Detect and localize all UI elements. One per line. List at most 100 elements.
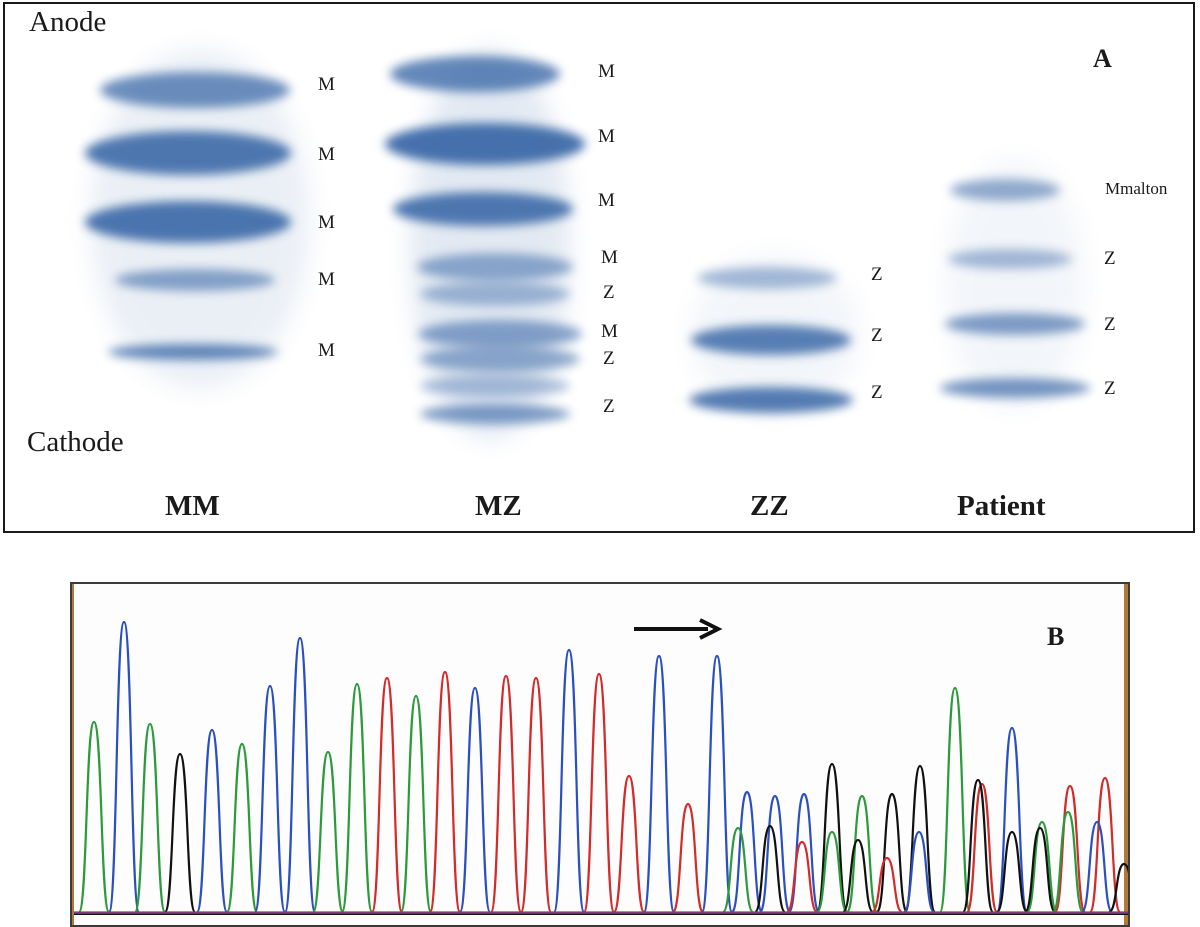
- band-label: Z: [1104, 248, 1116, 269]
- cathode-label: Cathode: [27, 426, 124, 458]
- gel-image: [85, 49, 1090, 439]
- lane-label-mm: MM: [165, 490, 220, 522]
- gel-band: [697, 267, 837, 289]
- band-label: Z: [871, 382, 883, 403]
- trace-peak: [428, 670, 462, 914]
- trace-peak: [815, 830, 849, 914]
- trace-peak: [612, 774, 646, 914]
- gel-band: [108, 344, 278, 360]
- trace-peak: [721, 826, 755, 914]
- band-label: M: [318, 340, 335, 361]
- gel-band: [420, 346, 580, 372]
- panel-b-label: B: [1047, 622, 1065, 651]
- trace-peak: [700, 654, 734, 914]
- band-label: Z: [603, 348, 615, 369]
- gel-band: [418, 320, 582, 348]
- trace-peak: [642, 654, 676, 914]
- trace-peak: [758, 794, 792, 914]
- trace-peak: [1080, 820, 1114, 914]
- gel-band: [85, 131, 291, 175]
- gel-band: [85, 201, 291, 243]
- band-label: Z: [871, 264, 883, 285]
- band-label: Z: [1104, 378, 1116, 399]
- trace-peak: [995, 830, 1029, 914]
- gel-band: [691, 325, 851, 355]
- gel-band: [420, 375, 570, 397]
- trace-peak: [1023, 826, 1057, 914]
- gel-band: [940, 378, 1090, 398]
- trace-peak: [133, 722, 167, 914]
- trace-peak: [1088, 776, 1122, 914]
- trace-peak: [489, 674, 523, 914]
- trace-peak: [253, 684, 287, 914]
- band-label: Z: [871, 325, 883, 346]
- trace-peak: [1108, 862, 1128, 914]
- trace-peak: [1051, 810, 1085, 914]
- trace-peak: [965, 782, 999, 914]
- chromatogram-right-border: [1124, 584, 1128, 925]
- gel-smear: [945, 159, 1085, 409]
- trace-peak: [753, 824, 787, 914]
- trace-peak: [399, 694, 433, 914]
- gel-band: [417, 253, 573, 281]
- trace-peak: [107, 620, 141, 914]
- band-label: M: [318, 269, 335, 290]
- chromatogram-left-border: [72, 584, 74, 925]
- band-label: M: [598, 190, 615, 211]
- gel-band: [950, 179, 1060, 201]
- band-label: M: [318, 144, 335, 165]
- trace-peak: [785, 840, 819, 914]
- chromatogram-panel: B: [70, 582, 1130, 927]
- lane-label-mz: MZ: [475, 490, 522, 522]
- gel-panel: Anode Cathode A MM MZ ZZ Patient M M M M…: [3, 2, 1195, 533]
- lane-label-zz: ZZ: [750, 490, 789, 522]
- gel-band: [948, 249, 1072, 269]
- gel-band: [390, 56, 560, 92]
- band-label: Mmalton: [1105, 179, 1168, 198]
- trace-peak: [552, 648, 586, 914]
- trace-peak: [938, 686, 972, 914]
- trace-peak: [225, 742, 259, 914]
- trace-peak: [340, 682, 374, 914]
- band-label: M: [318, 212, 335, 233]
- chromatogram-trace: [74, 618, 1128, 916]
- trace-peak: [1025, 820, 1059, 914]
- trace-peak: [671, 802, 705, 914]
- trace-peak: [458, 686, 492, 914]
- right-arrow-icon: [634, 618, 723, 640]
- trace-peak: [163, 752, 197, 914]
- trace-peak: [311, 750, 345, 914]
- band-label: Z: [603, 282, 615, 303]
- band-label: M: [601, 247, 618, 268]
- lane-label-patient: Patient: [957, 490, 1046, 522]
- trace-peak: [730, 790, 764, 914]
- trace-peak: [845, 794, 879, 914]
- gel-band: [420, 404, 570, 424]
- gel-band: [393, 192, 573, 226]
- trace-peak: [841, 838, 875, 914]
- trace-peak: [961, 778, 995, 914]
- band-label: M: [598, 61, 615, 82]
- band-label: M: [601, 321, 618, 342]
- trace-peak: [875, 792, 909, 914]
- trace-peak: [370, 676, 404, 914]
- trace-peak: [283, 636, 317, 914]
- trace-peak: [902, 830, 936, 914]
- gel-band: [689, 387, 853, 413]
- band-label: M: [318, 74, 335, 95]
- trace-peak: [77, 720, 111, 914]
- trace-peak: [195, 728, 229, 914]
- panel-a-label: A: [1093, 44, 1112, 73]
- trace-peak: [870, 856, 904, 914]
- gel-band: [115, 269, 275, 291]
- trace-peak: [815, 762, 849, 914]
- band-label: M: [598, 126, 615, 147]
- band-label: Z: [603, 396, 615, 417]
- trace-peak: [582, 672, 616, 914]
- gel-band: [100, 72, 290, 108]
- gel-band: [385, 123, 585, 165]
- gel-band: [420, 282, 570, 306]
- anode-label: Anode: [29, 6, 107, 38]
- band-label: Z: [1104, 314, 1116, 335]
- trace-peak: [1053, 784, 1087, 914]
